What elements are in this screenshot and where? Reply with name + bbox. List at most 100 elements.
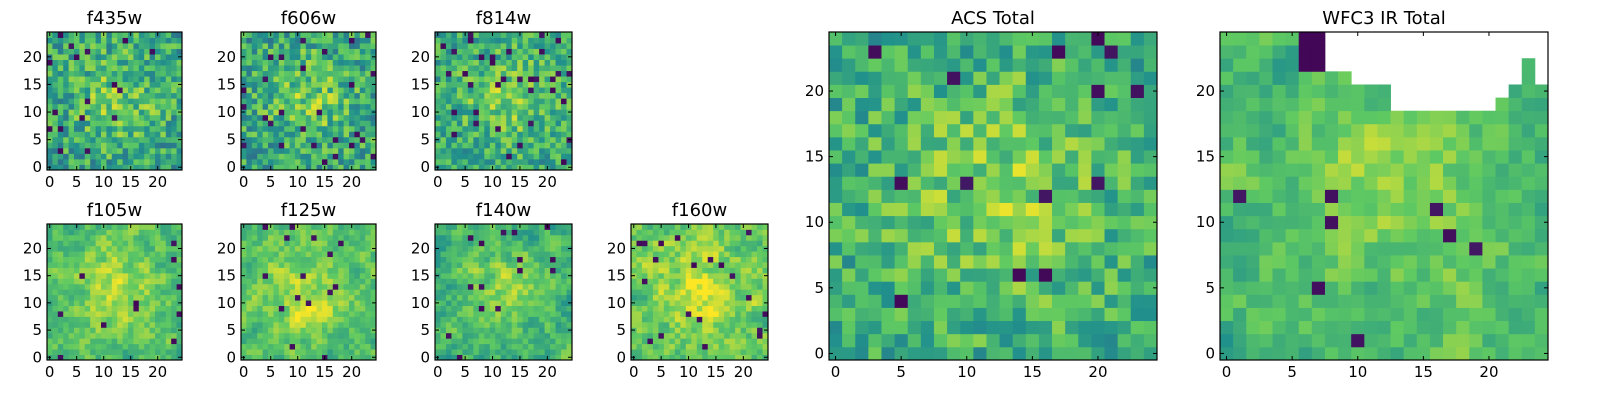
heatmap-cell (757, 316, 763, 323)
heatmap-cell (343, 240, 350, 247)
heatmap-cell (365, 158, 371, 165)
heatmap-cell (489, 251, 496, 258)
heatmap-cell (855, 202, 869, 217)
heatmap-cell (528, 343, 535, 350)
heatmap-cell (445, 131, 452, 138)
heatmap-cell (349, 305, 355, 312)
heatmap-cell (63, 245, 69, 252)
heatmap-cell (1012, 294, 1027, 308)
heatmap-cell (316, 316, 323, 323)
heatmap-cell (440, 316, 447, 323)
heatmap-cell (149, 316, 156, 323)
heatmap-cell (300, 70, 307, 77)
heatmap-cell (550, 37, 556, 44)
heatmap-cell (171, 316, 177, 323)
heatmap-cell (295, 240, 301, 247)
heatmap-cell (1104, 307, 1119, 322)
heatmap-cell (128, 125, 134, 132)
heatmap-cell (144, 48, 150, 55)
heatmap-cell (920, 268, 935, 282)
heatmap-cell (713, 229, 720, 236)
heatmap-cell (327, 343, 334, 350)
heatmap-cell (95, 109, 102, 116)
heatmap-cell (440, 164, 447, 171)
heatmap-cell (122, 316, 129, 323)
heatmap-cell (316, 278, 323, 285)
heatmap-cell (451, 300, 458, 306)
heatmap-cell (284, 327, 290, 334)
heatmap-cell (257, 262, 263, 268)
heatmap-cell (165, 289, 172, 296)
heatmap-cell (550, 349, 556, 355)
heatmap-cell (1091, 294, 1105, 308)
heatmap-cell (533, 136, 540, 143)
heatmap-cell (500, 251, 507, 258)
heatmap-cell (52, 272, 59, 279)
heatmap-cell (90, 109, 96, 116)
heatmap-cell (176, 311, 183, 317)
heatmap-cell (1143, 346, 1158, 361)
heatmap-cell (149, 158, 156, 165)
heatmap-cell (171, 43, 177, 49)
heatmap-cell (707, 332, 714, 339)
heatmap-cell (561, 142, 567, 149)
heatmap-cell (122, 283, 129, 290)
heatmap-cell (117, 338, 123, 345)
heatmap-cell (555, 158, 562, 165)
heatmap-cell (117, 267, 123, 274)
heatmap-cell (500, 349, 507, 355)
heatmap-cell (241, 294, 247, 301)
heatmap-cell (171, 114, 177, 121)
heatmap-cell (511, 142, 518, 149)
heatmap-cell (160, 354, 167, 361)
heatmap-cell (47, 321, 53, 328)
heatmap-cell (332, 245, 339, 252)
heatmap-cell (495, 142, 502, 149)
heatmap-cell (533, 332, 540, 339)
heatmap-cell (445, 103, 452, 110)
heatmap-cell (101, 158, 107, 165)
heatmap-cell (566, 37, 573, 44)
heatmap-cell (101, 76, 107, 83)
heatmap-cell (435, 289, 441, 296)
heatmap-cell (311, 131, 317, 138)
heatmap-cell (440, 153, 447, 160)
heatmap-cell (370, 338, 377, 345)
heatmap-cell (517, 289, 524, 296)
heatmap-cell (511, 224, 518, 230)
heatmap-cell (740, 240, 747, 247)
heatmap-cell (246, 131, 253, 138)
heatmap-cell (445, 70, 452, 77)
heatmap-cell (702, 338, 709, 345)
heatmap-cell (517, 109, 524, 116)
heatmap-cell (359, 354, 366, 361)
heatmap-cell (138, 131, 145, 138)
heatmap-cell (544, 136, 551, 143)
heatmap-cell (451, 81, 458, 88)
heatmap-cell (473, 349, 480, 355)
heatmap-cell (489, 267, 496, 274)
heatmap-cell (478, 251, 485, 258)
heatmap-cell (149, 311, 156, 317)
heatmap-cell (262, 131, 269, 138)
heatmap-cell (359, 278, 366, 285)
heatmap-cell (332, 153, 339, 160)
heatmap-cell (735, 283, 741, 290)
heatmap-cell (478, 142, 485, 149)
heatmap-cell (631, 240, 637, 247)
heatmap-cell (160, 311, 167, 317)
heatmap-cell (144, 305, 150, 312)
heatmap-cell (674, 262, 681, 268)
heatmap-cell (456, 289, 463, 296)
heatmap-cell (47, 338, 53, 345)
heatmap-cell (251, 76, 258, 83)
heatmap-cell (128, 109, 134, 116)
heatmap-cell (284, 229, 290, 236)
heatmap-cell (52, 48, 59, 55)
heatmap-cell (663, 294, 670, 301)
heatmap-cell (674, 332, 681, 339)
heatmap-cell (305, 103, 312, 110)
heatmap-cell (522, 92, 529, 99)
heatmap-cell (278, 70, 285, 77)
heatmap-cell (533, 267, 540, 274)
